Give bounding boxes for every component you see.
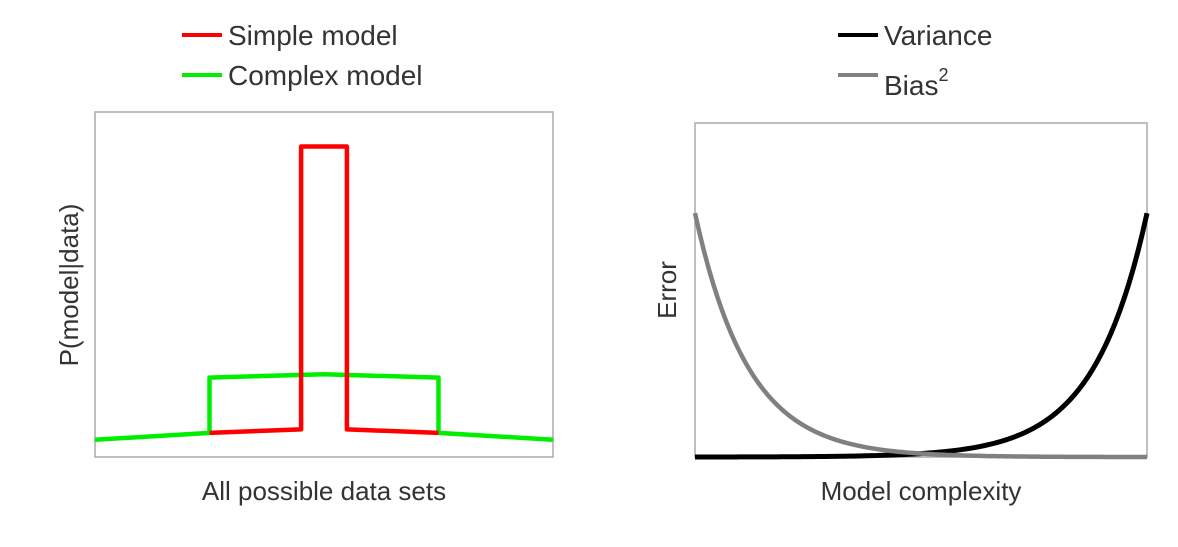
legend-label-variance: Variance [884, 20, 992, 51]
series-line-complex-model [94, 371, 554, 442]
plot-area-right [694, 122, 1148, 458]
series-line-variance [694, 212, 1150, 460]
legend-label-bias: Bias2 [884, 65, 948, 101]
series-line-simple-model [209, 144, 439, 436]
legend-label-simple-model: Simple model [228, 20, 398, 51]
series-line-bias [692, 212, 1148, 460]
x-axis-label-right: Model complexity [821, 476, 1022, 506]
y-axis-label-left: P(model|data) [54, 204, 84, 367]
plot-area-left [94, 111, 554, 458]
right-chart: Variance Bias2 Model complexity Error [652, 20, 1150, 506]
legend-label-bias-superscript: 2 [938, 65, 948, 85]
left-chart: Simple model Complex model All possible … [54, 20, 554, 506]
y-axis-label-right: Error [652, 261, 682, 319]
legend-label-bias-text: Bias [884, 70, 938, 101]
legend-label-complex-model: Complex model [228, 60, 423, 91]
x-axis-label-left: All possible data sets [202, 476, 446, 506]
